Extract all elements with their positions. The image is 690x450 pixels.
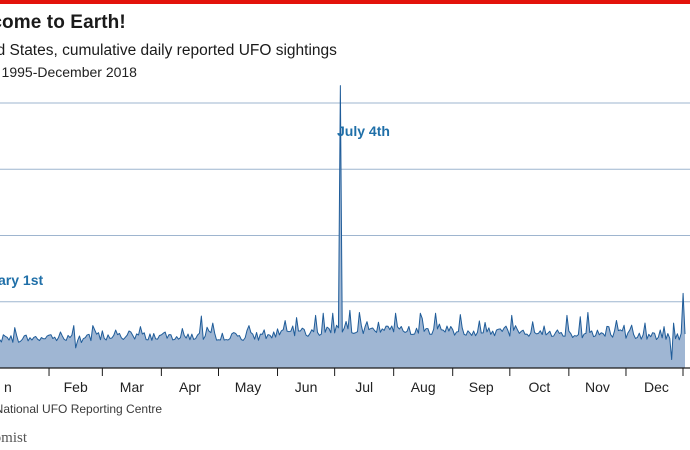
series-line	[0, 85, 686, 361]
x-tick-label: n	[4, 379, 12, 395]
chart-subtitle: ed States, cumulative daily reported UFO…	[0, 42, 337, 59]
x-tick-label: Apr	[179, 379, 201, 395]
x-tick-label: Dec	[644, 379, 669, 395]
source-note: : National UFO Reporting Centre	[0, 402, 163, 416]
annotation-january-1st: ary 1st	[0, 272, 43, 288]
x-tick-label: Nov	[585, 379, 610, 395]
chart-title: lcome to Earth!	[0, 12, 126, 33]
annotation-july-4th: July 4th	[337, 123, 390, 139]
x-tick-label: Feb	[64, 379, 88, 395]
x-tick-label: Mar	[120, 379, 144, 395]
date-range: ry 1995-December 2018	[0, 64, 137, 80]
series-area	[0, 85, 685, 368]
accent-bar	[0, 0, 690, 4]
x-tick-label: Jul	[355, 379, 373, 395]
x-tick-label: Jun	[295, 379, 318, 395]
x-tick-label: Sep	[469, 379, 494, 395]
x-tick-label: May	[235, 379, 261, 395]
x-tick-label: Oct	[528, 379, 550, 395]
x-tick-label: Aug	[411, 379, 436, 395]
brand-logo-text: conomist	[0, 430, 27, 446]
